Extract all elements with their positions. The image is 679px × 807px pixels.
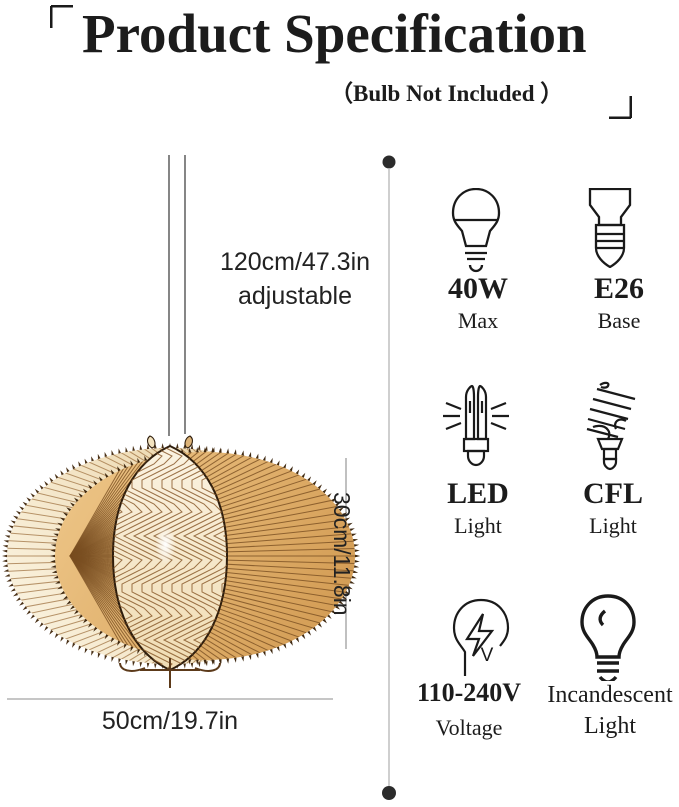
svg-text:V: V (481, 645, 494, 666)
